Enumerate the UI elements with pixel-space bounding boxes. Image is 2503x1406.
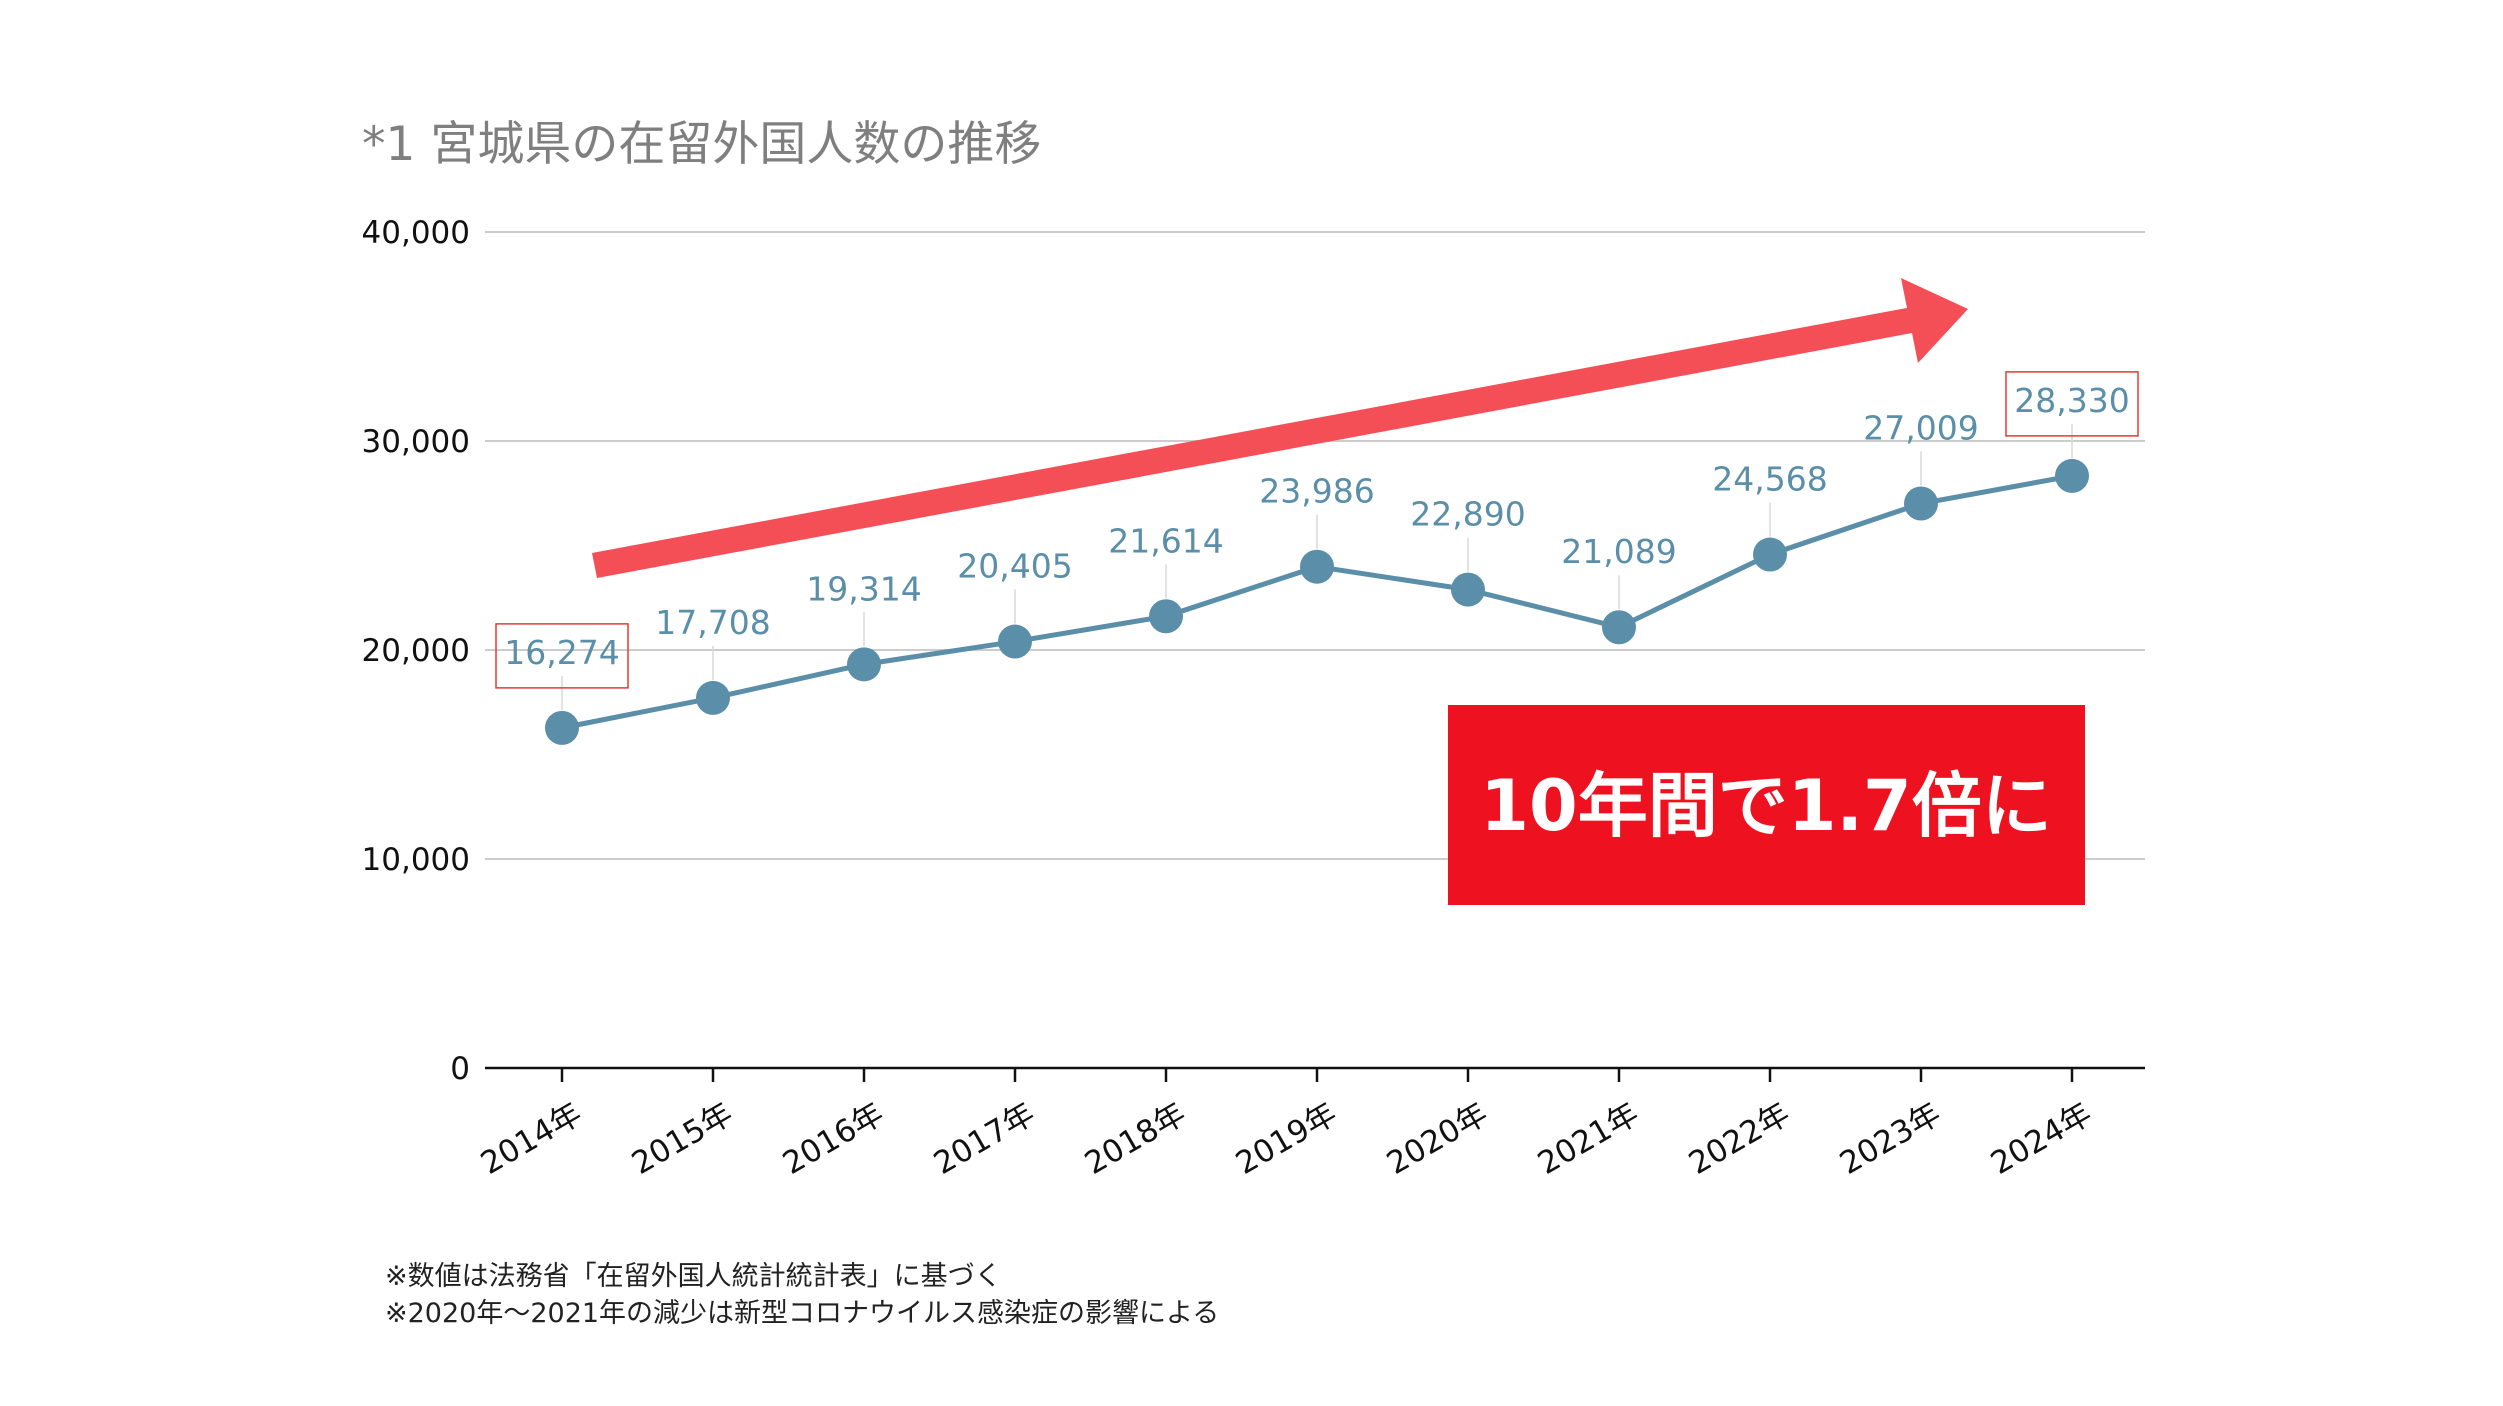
data-point — [1904, 486, 1938, 521]
x-tick-label: 2014年 — [475, 1096, 588, 1182]
x-tick-label: 2018年 — [1079, 1096, 1192, 1182]
data-label: 17,708 — [655, 603, 770, 642]
series — [545, 458, 2089, 745]
data-point — [1300, 549, 1334, 584]
x-tick-label: 2016年 — [777, 1096, 890, 1182]
data-label: 28,330 — [2014, 381, 2129, 420]
y-tick-label: 0 — [450, 1051, 470, 1087]
data-label: 22,890 — [1410, 495, 1525, 534]
highlight-box — [495, 623, 629, 689]
highlight-box — [2005, 371, 2139, 437]
note-source: ※数値は法務省「在留外国人統計統計表」に基づく — [385, 1261, 1002, 1292]
callout: 10年間で1.7倍に — [1448, 705, 2085, 905]
x-tick-label: 2024年 — [1985, 1096, 2098, 1182]
x-tick-label: 2017年 — [928, 1096, 1041, 1182]
data-point — [1602, 610, 1636, 645]
y-tick-label: 20,000 — [362, 633, 470, 669]
x-tick-label: 2015年 — [626, 1096, 739, 1182]
data-label: 21,089 — [1561, 532, 1676, 571]
data-label: 24,568 — [1712, 460, 1827, 499]
data-point — [2055, 458, 2089, 493]
x-tick-label: 2020年 — [1381, 1096, 1494, 1182]
x-tick-label: 2023年 — [1834, 1096, 1947, 1182]
x-tick-label: 2019年 — [1230, 1096, 1343, 1182]
x-tick-label: 2022年 — [1683, 1096, 1796, 1182]
data-label: 19,314 — [806, 569, 921, 608]
series-line — [561, 473, 2073, 731]
data-label: 16,274 — [504, 633, 619, 672]
y-tick-label: 40,000 — [362, 215, 470, 251]
chart-title: *1 宮城県の在留外国人数の推移 — [362, 117, 1041, 172]
note-covid: ※2020年〜2021年の減少は新型コロナウイルス感染症の影響による — [385, 1298, 1219, 1329]
data-point — [847, 647, 881, 682]
y-tick-label: 30,000 — [362, 424, 470, 460]
data-label: 27,009 — [1863, 409, 1978, 448]
data-point — [696, 680, 730, 715]
data-point — [1753, 537, 1787, 572]
trend-arrow-shape — [592, 278, 1968, 578]
data-point — [1451, 572, 1485, 607]
trend-arrow — [592, 278, 1968, 578]
notes: ※数値は法務省「在留外国人統計統計表」に基づく ※2020年〜2021年の減少は… — [385, 1261, 1219, 1329]
data-point — [1149, 599, 1183, 634]
axes: 0 10,000 20,000 30,000 40,000 2014年 2015年 2016年… — [362, 215, 2145, 1182]
callout-box — [1448, 705, 2085, 905]
data-labels: 16,274 17,708 19,314 20,405 21,614 23,986 22,8… — [495, 371, 2139, 710]
data-point — [545, 710, 579, 745]
data-label: 20,405 — [957, 547, 1072, 586]
data-point — [998, 624, 1032, 659]
data-label: 23,986 — [1259, 472, 1374, 511]
data-label: 21,614 — [1108, 521, 1223, 560]
callout-text: 10年間で1.7倍に — [1480, 765, 2051, 847]
x-tick-label: 2021年 — [1532, 1096, 1645, 1182]
y-tick-label: 10,000 — [362, 842, 470, 878]
